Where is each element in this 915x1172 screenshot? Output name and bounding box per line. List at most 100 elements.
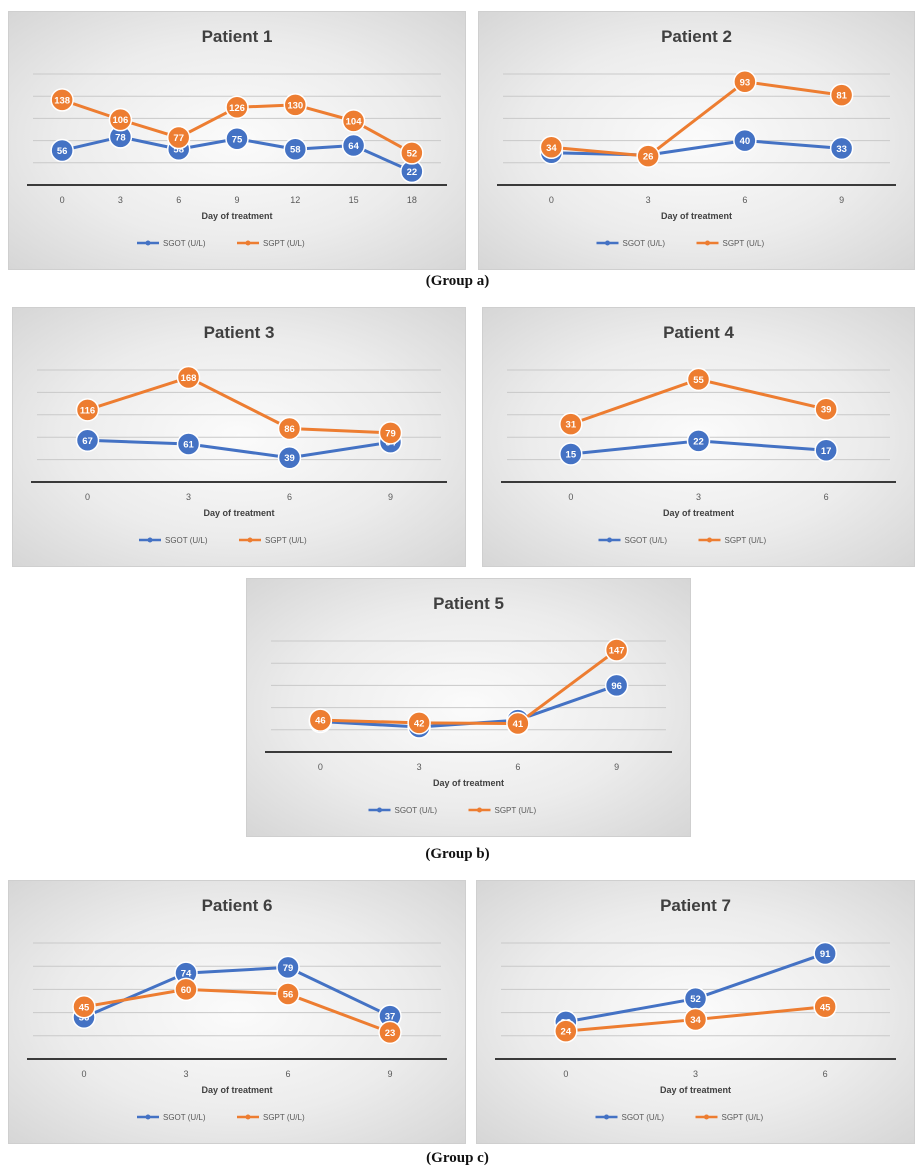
x-tick-label: 0 [568,492,573,502]
data-label-sgpt: 26 [643,152,654,163]
data-label-sgot: 64 [348,141,359,152]
chart-patient-1: Patient 1 0 3 6 9 12 15 18 Day of treatment 56 78 5… [8,11,466,270]
series-line-sgot [83,965,391,1019]
data-point-sgpt [75,398,100,422]
data-point-sgpt [829,83,854,107]
chart-title: Patient 2 [661,27,732,46]
x-tick-label: 3 [118,195,123,205]
group-b-label: (Group b) [425,846,490,862]
legend-label-sgot: SGOT (U/L) [622,1113,665,1122]
data-label-sgpt: 41 [513,719,524,730]
x-axis-label: Day of treatment [660,1085,731,1095]
legend-marker-sgot [605,240,610,246]
legend-label-sgpt: SGPT (U/L) [722,1113,764,1122]
data-label-sgpt: 31 [566,420,577,431]
x-tick-label: 3 [646,195,651,205]
data-point-sgpt [225,95,249,120]
data-label-sgpt: 77 [173,133,184,144]
data-label-sgpt: 138 [54,95,70,106]
x-tick-label: 6 [824,492,829,502]
series-line-sgot [87,438,391,460]
series-line-sgpt [87,375,391,435]
data-label-sgpt: 55 [693,375,704,386]
data-label-sgot: 74 [181,969,192,980]
x-tick-label: 6 [742,195,747,205]
data-point-sgot [829,136,854,161]
x-tick-label: 0 [563,1069,568,1079]
legend-marker-sgpt [707,537,712,543]
data-label-sgot: 15 [566,450,577,461]
data-point-sgpt [166,125,191,150]
data-label-sgpt: 24 [561,1027,572,1038]
data-point-sgot [176,432,201,456]
data-point-sgot [814,438,838,463]
data-label-sgot: 96 [611,681,622,692]
data-point-sgpt [72,995,96,1019]
legend-marker-sgpt [704,1114,709,1120]
data-point-sgpt [636,144,660,168]
data-label-sgpt: 42 [414,718,425,729]
x-axis-label: Day of treatment [201,1085,272,1095]
data-point-sgpt [686,367,711,392]
legend-label-sgpt: SGPT (U/L) [263,239,305,248]
legend-label-sgpt: SGPT (U/L) [265,536,307,545]
data-label-sgpt: 45 [820,1002,831,1013]
x-tick-label: 3 [417,762,422,772]
chart-title: Patient 1 [202,27,273,46]
data-label-sgot: 91 [820,949,831,960]
legend-marker-sgpt [245,240,251,246]
chart-patient-4: Patient 4 0 3 6 Day of treatment 15 22 17 31 55 39… [482,307,915,567]
data-point-sgpt [733,70,757,94]
data-label-sgpt: 45 [79,1002,90,1013]
data-point-sgot [283,137,308,161]
data-label-sgot: 22 [693,436,704,447]
data-point-sgot [604,673,629,698]
x-tick-label: 6 [287,492,292,502]
legend-label-sgot: SGOT (U/L) [163,1113,206,1122]
x-tick-label: 9 [839,195,844,205]
data-label-sgpt: 81 [836,91,847,102]
x-tick-label: 0 [60,195,65,205]
data-label-sgot: 17 [821,446,832,457]
x-axis-label: Day of treatment [203,508,274,518]
x-axis-label: Day of treatment [201,211,272,221]
data-label-sgpt: 168 [181,373,197,384]
chart-title: Patient 4 [663,323,734,342]
series-line-sgpt [551,80,842,158]
data-point-sgpt [174,977,198,1002]
data-point-sgot [50,138,74,163]
data-point-sgpt [814,397,838,421]
series-line-sgot [551,139,842,157]
data-label-sgpt: 147 [609,646,625,657]
x-tick-label: 15 [349,195,359,205]
legend-marker-sgot [377,807,382,813]
data-point-sgot [75,428,100,453]
data-point-sgpt [176,365,201,390]
data-point-sgpt [400,141,424,165]
data-label-sgpt: 56 [283,990,294,1001]
data-point-sgot [276,955,300,980]
legend-label-sgot: SGOT (U/L) [163,239,206,248]
x-tick-label: 6 [285,1069,290,1079]
x-tick-label: 0 [318,762,323,772]
data-label-sgot: 22 [407,167,418,178]
data-point-sgpt [378,421,403,445]
data-label-sgpt: 130 [287,100,303,111]
data-label-sgpt: 39 [821,405,832,416]
data-label-sgpt: 126 [229,103,245,114]
chart-title: Patient 3 [204,323,275,342]
x-tick-label: 9 [387,1069,392,1079]
data-point-sgot [733,128,757,153]
legend-marker-sgot [604,1114,609,1120]
chart-title: Patient 7 [660,896,731,915]
data-label-sgpt: 86 [284,424,295,435]
series-line-sgpt [320,648,618,726]
x-tick-label: 0 [549,195,554,205]
data-label-sgot: 52 [690,994,701,1005]
legend-label-sgot: SGOT (U/L) [623,239,666,248]
